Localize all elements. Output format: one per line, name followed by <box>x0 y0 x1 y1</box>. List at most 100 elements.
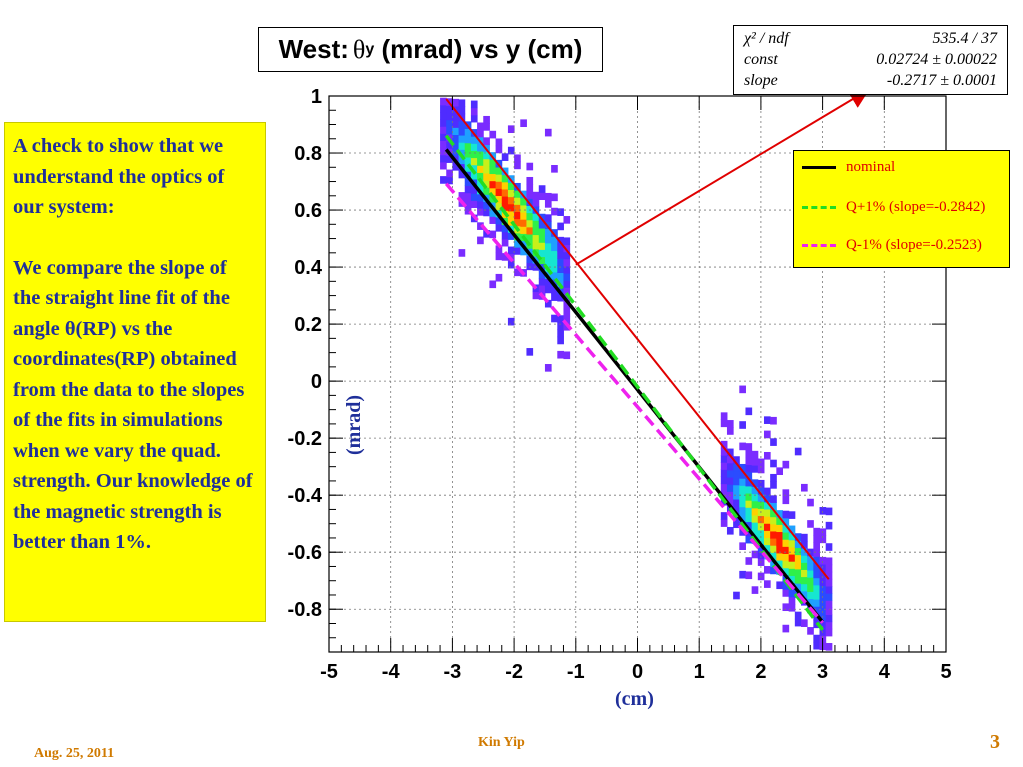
heatmap-cell <box>538 192 546 201</box>
heatmap-cell <box>720 419 728 428</box>
heatmap-cell <box>446 141 453 149</box>
heatmap-cell <box>538 285 546 293</box>
heatmap-cell <box>763 523 771 531</box>
heatmap-cell <box>563 280 571 288</box>
heatmap-cell <box>807 555 814 564</box>
heatmap-cell <box>446 126 453 135</box>
heatmap-cell <box>538 220 546 229</box>
heatmap-cell <box>813 599 821 607</box>
heatmap-cell <box>477 165 484 173</box>
heatmap-cell <box>794 547 802 556</box>
heatmap-cell <box>507 196 515 205</box>
heatmap-cell <box>538 235 546 243</box>
heatmap-cell <box>520 204 527 213</box>
heatmap-cell <box>726 498 734 507</box>
heatmap-cell <box>557 258 564 266</box>
heatmap-cell <box>440 133 447 141</box>
stats-row-slope: slope -0.2717 ± 0.0001 <box>744 70 997 91</box>
heatmap-cell <box>557 350 564 359</box>
heatmap-cell <box>532 213 540 221</box>
heatmap-cell <box>470 107 478 116</box>
heatmap-cell <box>801 562 808 570</box>
heatmap-cell <box>526 255 534 264</box>
heatmap-cell <box>526 226 534 235</box>
heatmap-cell <box>794 568 802 577</box>
heatmap-cell <box>751 465 759 473</box>
heatmap-cell <box>720 512 728 520</box>
y-tick-label: -0.8 <box>288 599 322 621</box>
heatmap-cell <box>757 529 765 538</box>
heatmap-cell <box>733 484 740 493</box>
heatmap-cell <box>751 529 759 537</box>
heatmap-cell <box>483 230 490 238</box>
heatmap-cell <box>563 351 571 360</box>
heatmap-cell <box>813 577 821 586</box>
heatmap-cell <box>739 421 746 429</box>
heatmap-cell <box>440 154 447 163</box>
heatmap-cell <box>489 216 497 224</box>
heatmap-cell <box>825 585 833 594</box>
heatmap-cell <box>477 236 484 245</box>
heatmap-cell <box>544 249 552 258</box>
heatmap-cell <box>452 141 460 150</box>
heatmap-cell <box>745 528 753 537</box>
heatmap-cell <box>464 178 472 187</box>
heatmap-cell <box>788 568 796 576</box>
heatmap-cell <box>551 243 558 252</box>
heatmap-cell <box>483 165 490 174</box>
legend-label: Q+1% (slope=-0.2842) <box>846 199 986 215</box>
heatmap-cell <box>483 208 490 217</box>
heatmap-cell <box>813 591 821 600</box>
fit-line-q-1% <box>444 182 824 624</box>
heatmap-cell <box>532 241 540 250</box>
heatmap-cell <box>776 545 783 554</box>
heatmap-cell <box>551 207 558 216</box>
heatmap-cell <box>726 469 734 478</box>
heatmap-cell <box>489 166 497 175</box>
heatmap-cell <box>532 198 540 207</box>
heatmap-cell <box>739 485 746 493</box>
y-axis-label: (mrad) <box>343 395 365 455</box>
heatmap-cell <box>770 566 777 575</box>
heatmap-cell <box>507 125 515 133</box>
heatmap-cell <box>733 506 740 514</box>
heatmap-cell <box>739 513 746 522</box>
heatmap-cell <box>495 195 503 204</box>
heatmap-cell <box>794 618 802 627</box>
heatmap-cell <box>464 199 472 208</box>
heatmap-cell <box>501 231 509 240</box>
explanation-body: We compare the slope of the straight lin… <box>13 256 253 554</box>
heatmap-cell <box>526 198 534 206</box>
heatmap-cell <box>452 113 460 121</box>
heatmap-cell <box>446 105 453 114</box>
heatmap-cell <box>825 593 833 601</box>
heatmap-cell <box>551 314 558 323</box>
heatmap-cell <box>788 596 796 605</box>
axes-layer: -5 -4 -3 -2 -1 0 1 2 3 4 5 -0.8 -0.6 -0.4 -0.2 0 0.2 0.4 0… <box>288 86 952 683</box>
heatmap-cell <box>757 551 765 559</box>
heatmap-cell <box>440 140 447 149</box>
heatmap-cell <box>819 556 827 565</box>
heatmap-cell <box>776 517 783 525</box>
heatmap-cell <box>807 570 814 578</box>
heatmap-cell <box>763 494 771 503</box>
heatmap-cell <box>776 581 783 590</box>
heatmap-cell <box>788 532 796 541</box>
heatmap-cell <box>757 515 765 524</box>
heatmap-cell <box>520 119 527 128</box>
legend-label: nominal <box>846 159 896 175</box>
heatmap-cell <box>477 122 484 131</box>
x-tick-label: -3 <box>444 661 462 683</box>
heatmap-cell <box>794 561 802 570</box>
title-rest: (mrad) vs y (cm) <box>374 34 583 64</box>
heatmap-cell <box>446 155 453 163</box>
heatmap-cell <box>807 627 814 635</box>
heatmap-cell <box>514 211 521 220</box>
heatmap-cell <box>532 227 540 236</box>
heatmap-cell <box>458 135 466 143</box>
chart-title: West: θ y (mrad) vs y (cm) <box>258 27 603 72</box>
heatmap-cell <box>470 193 478 201</box>
heatmap-cell <box>782 532 790 540</box>
heatmap-cell <box>483 172 490 181</box>
heatmap-cell <box>751 486 759 495</box>
